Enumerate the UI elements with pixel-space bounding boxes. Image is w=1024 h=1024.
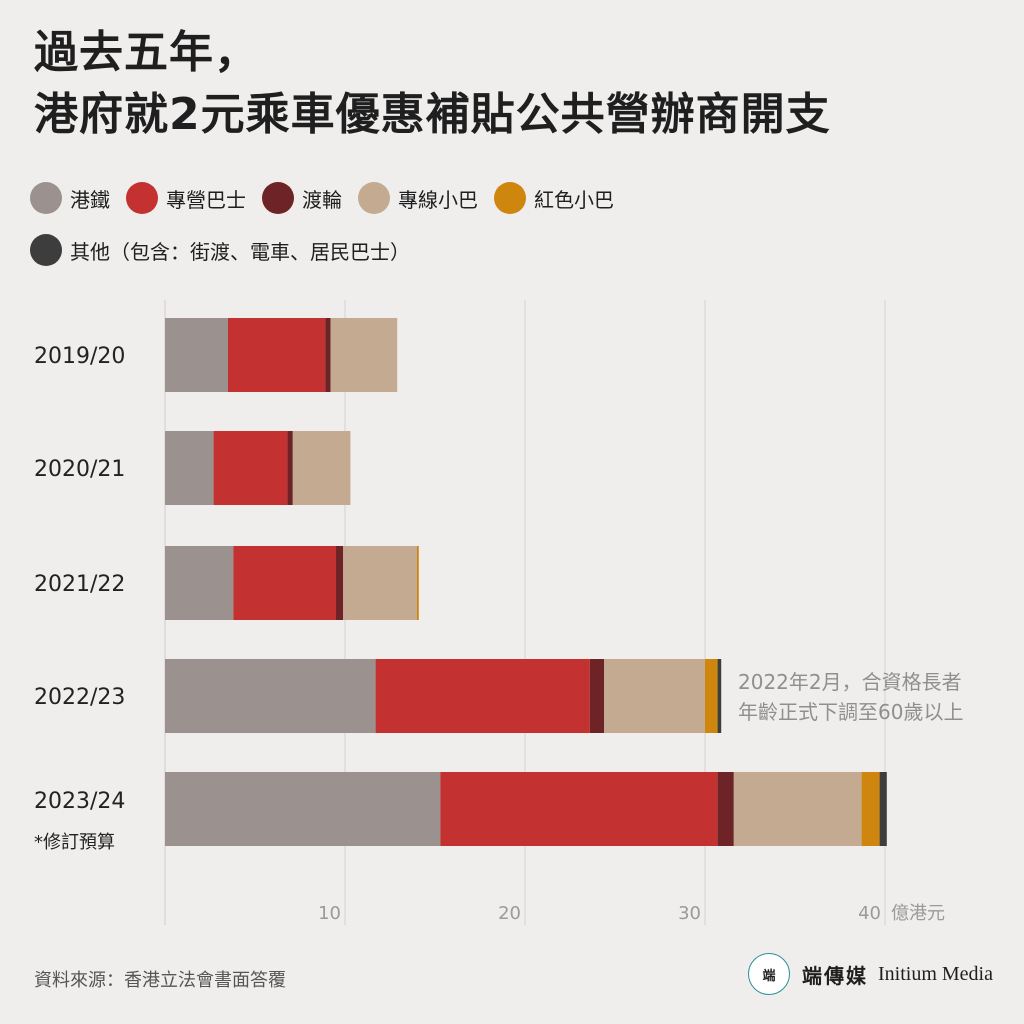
- chart-title-line-1: 過去五年，: [34, 27, 259, 78]
- x-axis-unit: 億港元: [891, 903, 945, 924]
- source-note: 資料來源：香港立法會書面答覆: [34, 970, 286, 991]
- bar-segment: [879, 772, 887, 846]
- bar-segment: [343, 546, 417, 620]
- legend-swatch: [358, 182, 390, 214]
- legend-swatch: [262, 182, 294, 214]
- bar-segment: [440, 772, 718, 846]
- bar-segment: [589, 659, 605, 733]
- bar-segment: [325, 318, 331, 392]
- bar-segment: [717, 772, 734, 846]
- legend-label: 專線小巴: [398, 187, 478, 212]
- legend-label: 專營巴士: [166, 187, 246, 212]
- bar-segment: [336, 546, 344, 620]
- legend-item: 港鐵: [30, 182, 110, 214]
- category-note: *修訂預算: [34, 832, 115, 853]
- x-tick-label: 30: [678, 903, 701, 924]
- legend-swatch: [30, 234, 62, 266]
- brand-logo-block: 端 端傳媒 Initium Media: [748, 950, 993, 998]
- bar-segment: [705, 659, 718, 733]
- chart-title: 過去五年， 港府就2元乘車優惠補貼公共營辦商開支: [34, 22, 994, 146]
- initium-logo-icon: 端: [748, 953, 790, 995]
- bar-segment: [165, 772, 441, 846]
- category-label: 2022/23: [34, 685, 125, 710]
- legend-item: 其他（包含：街渡、電車、居民巴士）: [30, 234, 728, 266]
- bar-segment: [233, 546, 336, 620]
- legend-label: 港鐵: [70, 187, 110, 212]
- category-label: 2019/20: [34, 344, 125, 369]
- annotation-text: 2022年2月，合資格長者: [738, 670, 962, 694]
- legend-item: 專營巴士: [126, 182, 246, 214]
- bar-segment: [228, 318, 326, 392]
- x-tick-label: 10: [318, 903, 341, 924]
- legend-swatch: [126, 182, 158, 214]
- legend-label: 紅色小巴: [534, 187, 614, 212]
- category-label: 2020/21: [34, 457, 125, 482]
- brand-name-english: Initium Media: [878, 962, 993, 985]
- annotation-text: 年齡正式下調至60歲以上: [738, 700, 963, 724]
- bar-segment: [604, 659, 705, 733]
- x-tick-label: 20: [498, 903, 521, 924]
- bar-segment: [717, 659, 722, 733]
- bar-segment: [287, 431, 293, 505]
- legend-item: 紅色小巴: [494, 182, 614, 214]
- legend-label: 其他（包含：街渡、電車、居民巴士）: [70, 239, 410, 264]
- x-tick-label: 40: [858, 903, 881, 924]
- category-label: 2021/22: [34, 572, 125, 597]
- bar-segment: [292, 431, 351, 505]
- legend: 港鐵 專營巴士 渡輪 專線小巴 紅色小巴其他（包含：街渡、電車、居民巴士）: [30, 182, 730, 266]
- bar-segment: [861, 772, 880, 846]
- legend-label: 渡輪: [302, 187, 342, 212]
- legend-item: 渡輪: [262, 182, 342, 214]
- bar-segment: [165, 546, 234, 620]
- bar-segment: [375, 659, 590, 733]
- brand-name-chinese: 端傳媒: [802, 963, 868, 988]
- legend-swatch: [30, 182, 62, 214]
- bar-segment: [330, 318, 398, 392]
- bar-segment: [213, 431, 288, 505]
- chart-title-line-2: 港府就2元乘車優惠補貼公共營辦商開支: [34, 89, 831, 140]
- bar-segment: [165, 318, 228, 392]
- bar-segment: [733, 772, 862, 846]
- bar-segment: [165, 431, 214, 505]
- bar-segment: [165, 659, 376, 733]
- category-label: 2023/24: [34, 789, 125, 814]
- bar-segment: [417, 546, 419, 620]
- legend-item: 專線小巴: [358, 182, 478, 214]
- legend-swatch: [494, 182, 526, 214]
